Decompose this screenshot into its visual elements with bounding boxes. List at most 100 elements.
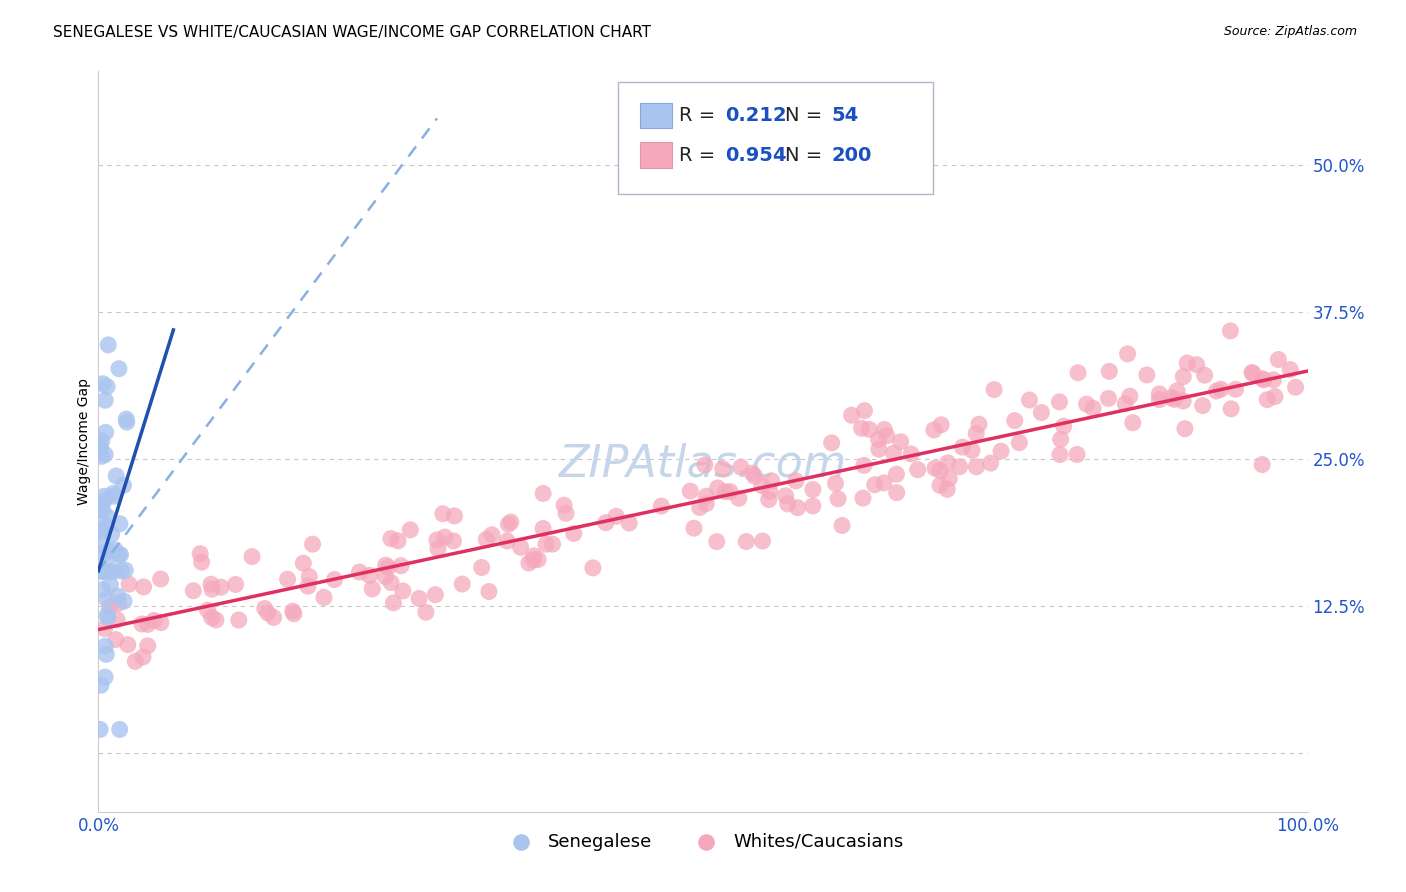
Point: [1004, 414, 1026, 428]
Point: [527, 552, 550, 566]
Point: [108, 516, 131, 531]
Point: [98, 565, 121, 579]
Point: [1031, 406, 1053, 420]
Point: [190, 555, 212, 569]
Point: [522, 553, 544, 567]
Point: [900, 447, 922, 461]
Point: [94, 393, 117, 408]
Point: [98, 577, 121, 591]
Point: [1098, 364, 1121, 378]
Point: [936, 483, 959, 497]
Point: [1049, 433, 1071, 447]
Point: [93, 622, 115, 636]
Point: [115, 412, 138, 426]
Point: [1241, 366, 1264, 380]
Point: [853, 403, 876, 417]
Point: [499, 515, 522, 529]
Point: [253, 601, 276, 615]
Point: [761, 474, 783, 488]
Point: [890, 434, 912, 449]
Point: [960, 443, 983, 458]
Y-axis label: Wage/Income Gap: Wage/Income Gap: [77, 378, 91, 505]
Point: [952, 440, 974, 454]
Point: [744, 469, 766, 483]
Point: [478, 584, 501, 599]
Point: [679, 484, 702, 499]
Point: [929, 463, 952, 477]
Point: [711, 461, 734, 475]
Point: [132, 650, 155, 665]
Point: [392, 584, 415, 599]
Point: [1263, 373, 1285, 387]
Point: [1166, 384, 1188, 398]
Point: [359, 568, 381, 582]
Point: [965, 426, 987, 441]
Point: [509, 541, 531, 555]
Point: [1191, 399, 1213, 413]
Point: [929, 478, 952, 492]
Point: [124, 654, 146, 668]
Point: [873, 423, 896, 437]
Point: [89, 524, 111, 539]
Point: [149, 572, 172, 586]
Point: [541, 537, 564, 551]
Point: [298, 569, 321, 583]
Point: [110, 548, 132, 562]
Point: [650, 499, 672, 513]
Point: [1119, 389, 1142, 403]
Point: [689, 500, 711, 515]
Point: [90, 538, 112, 552]
Point: [1194, 368, 1216, 383]
Point: [1116, 347, 1139, 361]
Point: [90, 522, 112, 536]
Point: [863, 477, 886, 491]
Point: [263, 610, 285, 624]
Point: [93, 494, 115, 508]
Point: [1149, 387, 1171, 401]
Point: [96, 518, 118, 533]
Point: [683, 521, 706, 535]
Point: [97, 549, 120, 564]
Point: [117, 638, 139, 652]
Point: [387, 533, 409, 548]
Point: [1175, 356, 1198, 370]
Point: [201, 610, 224, 624]
Point: [132, 580, 155, 594]
Point: [97, 338, 120, 352]
Point: [432, 507, 454, 521]
Point: [948, 459, 970, 474]
Point: [531, 486, 554, 500]
Point: [938, 472, 960, 486]
Point: [922, 423, 945, 437]
Point: [735, 534, 758, 549]
Point: [361, 582, 384, 596]
Point: [277, 572, 299, 586]
Point: [101, 486, 124, 500]
Point: [695, 497, 717, 511]
Point: [531, 521, 554, 535]
Point: [382, 596, 405, 610]
Point: [727, 491, 749, 506]
Point: [349, 565, 371, 579]
Point: [517, 556, 540, 570]
Point: [94, 425, 117, 440]
Point: [103, 564, 125, 578]
Point: [131, 617, 153, 632]
Point: [110, 564, 132, 578]
Point: [1136, 368, 1159, 382]
Point: [619, 516, 641, 530]
Point: [1053, 419, 1076, 434]
Point: [498, 517, 520, 532]
Point: [425, 588, 447, 602]
Point: [824, 476, 846, 491]
Point: [108, 361, 131, 376]
Point: [90, 434, 112, 448]
Point: [100, 527, 122, 541]
Point: [451, 577, 474, 591]
Point: [433, 530, 456, 544]
Point: [1264, 390, 1286, 404]
Point: [868, 433, 890, 447]
Point: [785, 474, 807, 488]
Point: [292, 556, 315, 570]
Point: [471, 560, 494, 574]
